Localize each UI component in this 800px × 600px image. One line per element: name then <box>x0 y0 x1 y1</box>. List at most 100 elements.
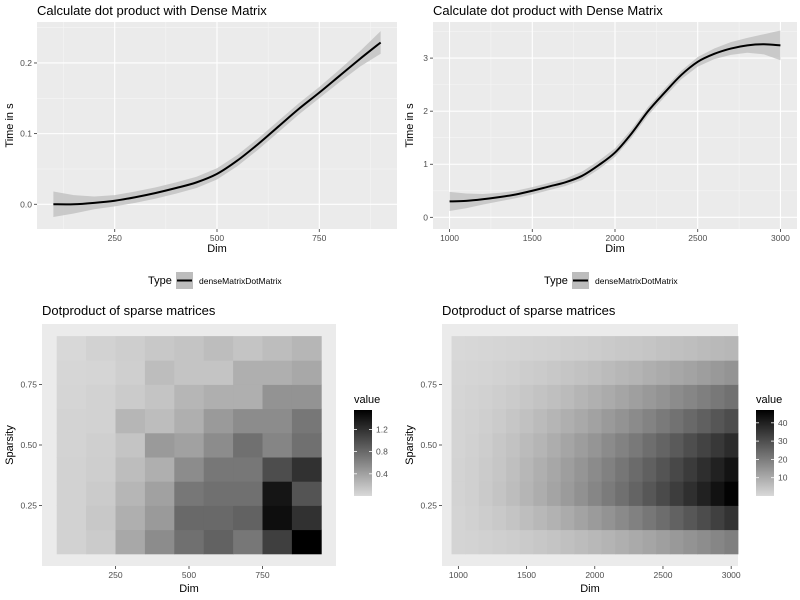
heatmap-cell <box>86 457 116 482</box>
heatmap-cell <box>724 384 739 410</box>
heatmap-cell <box>642 384 657 410</box>
panel-1: Calculate dot product with Dense Matrix 2… <box>4 3 397 255</box>
heatmap-cell <box>724 360 739 385</box>
y-tick-label: 0.75 <box>420 380 437 390</box>
heatmap-cell <box>465 481 480 506</box>
heatmap-cell <box>451 481 466 506</box>
x-tick-label: 1500 <box>523 233 542 243</box>
heatmap-cell <box>478 336 493 361</box>
heatmap-cell <box>174 481 205 506</box>
heatmap-cell <box>601 384 616 410</box>
heatmap-cell <box>291 457 322 482</box>
heatmap-cell <box>478 384 493 410</box>
heatmap-cell <box>519 529 534 555</box>
heatmap-cell <box>291 360 322 385</box>
y-tick-label: 0.25 <box>420 501 437 511</box>
heatmap-cell <box>669 384 684 410</box>
x-tick-label: 250 <box>108 233 122 243</box>
heatmap-cell <box>465 505 480 531</box>
heatmap-cell <box>710 336 725 361</box>
heatmap-cell <box>451 529 466 555</box>
heatmap-cell <box>724 336 739 361</box>
heatmap-cell <box>233 432 263 458</box>
heatmap-cell <box>547 408 562 434</box>
heatmap-cell <box>697 336 712 361</box>
panel-3: Dotproduct of sparse matrices 250 500 750 0.… <box>4 303 388 595</box>
heatmap-cell <box>587 505 602 531</box>
heatmap-cell <box>710 457 725 482</box>
heatmap-cell <box>492 505 507 531</box>
heatmap-cell <box>86 529 116 555</box>
heatmap-cell <box>203 384 234 410</box>
heatmap-cell <box>174 384 205 410</box>
heatmap-cell <box>56 505 87 531</box>
colorbar-label: 30 <box>778 436 788 446</box>
heatmap-cell <box>492 336 507 361</box>
y-axis-title: Sparsity <box>4 425 16 465</box>
heatmap-cell <box>262 408 293 434</box>
y-tick-label: 0.0 <box>20 199 32 209</box>
legend-1: Type denseMatrixDotMatrix <box>148 272 282 289</box>
heatmap-cell <box>533 408 548 434</box>
heatmap-cell <box>628 505 643 531</box>
heatmap-cell <box>574 336 589 361</box>
heatmap-cell <box>560 529 575 555</box>
heatmap-cell <box>615 336 630 361</box>
heatmap-cell <box>587 481 602 506</box>
heatmap-cell <box>574 481 589 506</box>
heatmap-cell <box>628 529 643 555</box>
heatmap-cell <box>628 481 643 506</box>
heatmap-cell <box>174 432 205 458</box>
heatmap-cell <box>115 481 146 506</box>
heatmap-cell <box>174 529 205 555</box>
heatmap-cell <box>233 384 263 410</box>
heatmap-cell <box>465 432 480 458</box>
heatmap-cell <box>547 481 562 506</box>
heatmap-cell <box>203 336 234 361</box>
legend-2: Type denseMatrixDotMatrix <box>544 272 678 289</box>
heatmap-cell <box>710 432 725 458</box>
heatmap-cell <box>669 360 684 385</box>
heatmap-cell <box>615 457 630 482</box>
heatmap-cell <box>465 384 480 410</box>
heatmap-cell <box>656 408 671 434</box>
heatmap-cell <box>478 481 493 506</box>
heatmap-cell <box>506 432 521 458</box>
y-axis-title: Time in s <box>4 103 16 148</box>
heatmap-cell <box>724 432 739 458</box>
heatmap-cell <box>203 408 234 434</box>
heatmap-cell <box>628 457 643 482</box>
colorbar <box>756 410 774 496</box>
heatmap-cell <box>291 529 322 555</box>
x-tick-label: 750 <box>255 570 269 580</box>
heatmap-cell <box>262 481 293 506</box>
heatmap-cell <box>86 432 116 458</box>
heatmap-cell <box>203 360 234 385</box>
heatmap-cell <box>656 384 671 410</box>
x-tick-label: 3000 <box>771 233 790 243</box>
heatmap-cell <box>519 457 534 482</box>
series-line <box>449 43 781 203</box>
heatmap-cell <box>669 481 684 506</box>
colorbar <box>354 410 372 496</box>
heatmap-cell <box>628 360 643 385</box>
heatmap-cell <box>669 529 684 555</box>
heatmap-cell <box>144 360 175 385</box>
heatmap-cell <box>233 457 263 482</box>
legend-label: denseMatrixDotMatrix <box>199 276 282 286</box>
heatmap-cell <box>601 481 616 506</box>
heatmap-cell <box>451 432 466 458</box>
heatmap-cell <box>683 336 698 361</box>
heatmap-cell <box>628 336 643 361</box>
heatmap-cell <box>115 529 146 555</box>
heatmap-cell <box>587 360 602 385</box>
heatmap-cell <box>601 529 616 555</box>
heatmap-cell <box>519 360 534 385</box>
heatmap-cell <box>144 336 175 361</box>
heatmap-cell <box>724 529 739 555</box>
heatmap-cell <box>506 384 521 410</box>
heatmap-cell <box>656 505 671 531</box>
heatmap-cell <box>656 481 671 506</box>
heatmap-cell <box>547 384 562 410</box>
heatmap-cell <box>519 481 534 506</box>
